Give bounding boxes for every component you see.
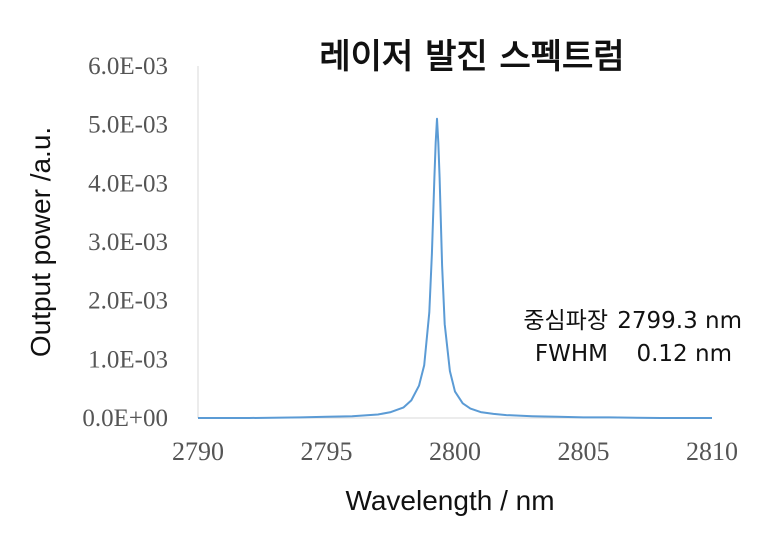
- x-tick-label: 2790: [172, 437, 224, 466]
- x-axis-label: Wavelength / nm: [345, 485, 554, 516]
- annotation-center-wavelength-value: 2799.3 nm: [617, 308, 742, 334]
- x-tick-label: 2810: [686, 437, 738, 466]
- y-axis-ticks: 0.0E+00 1.0E-03 2.0E-03 3.0E-03 4.0E-03 5.0E-…: [82, 53, 168, 432]
- x-axis-ticks: 2790 2795 2800 2805 2810: [172, 437, 738, 466]
- x-tick-label: 2800: [429, 437, 481, 466]
- annotation-fwhm-label: FWHM: [535, 341, 608, 367]
- y-tick-label: 6.0E-03: [88, 53, 168, 80]
- y-tick-label: 2.0E-03: [88, 288, 168, 315]
- annotation-fwhm-value: 0.12 nm: [636, 341, 732, 367]
- annotation-center-wavelength-label: 중심파장: [523, 308, 608, 334]
- y-axis-label: Output power /a.u.: [25, 127, 56, 357]
- y-tick-label: 3.0E-03: [88, 229, 168, 256]
- chart-title: 레이저 발진 스펙트럼: [319, 37, 624, 77]
- x-tick-label: 2805: [558, 437, 610, 466]
- y-tick-label: 4.0E-03: [88, 170, 168, 197]
- y-tick-label: 1.0E-03: [88, 346, 168, 373]
- series-line: [198, 117, 712, 419]
- series-layer: [198, 117, 712, 419]
- y-tick-label: 0.0E+00: [82, 405, 168, 432]
- x-tick-label: 2795: [301, 437, 353, 466]
- y-tick-label: 5.0E-03: [88, 112, 168, 139]
